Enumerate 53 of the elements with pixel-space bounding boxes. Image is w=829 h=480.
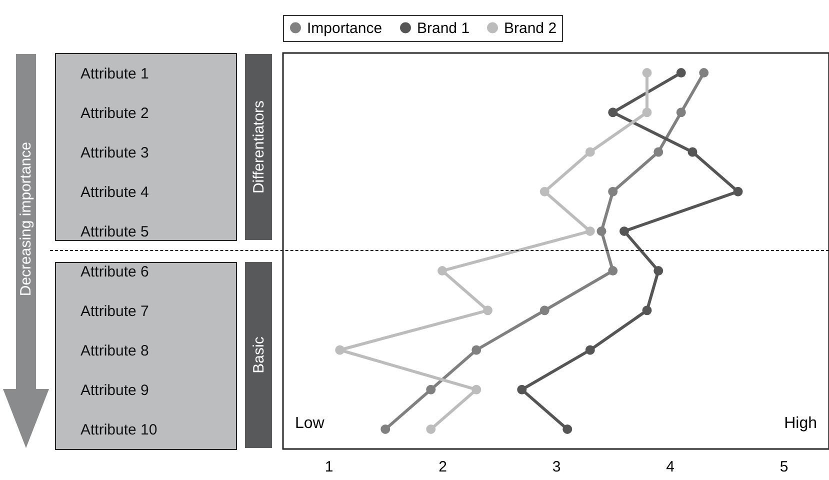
- point: [540, 186, 550, 196]
- legend-label: Importance: [307, 20, 382, 37]
- y-tick-label: Attribute 7: [80, 302, 149, 320]
- point: [380, 424, 390, 434]
- y-tick-label: Attribute 6: [80, 263, 149, 280]
- point: [540, 306, 550, 316]
- x-tick-label: 4: [666, 458, 674, 476]
- point: [676, 108, 686, 118]
- annotation: High: [784, 415, 817, 432]
- point: [483, 306, 492, 316]
- text: Basic: [250, 336, 267, 374]
- y-tick-label: Attribute 1: [80, 65, 149, 82]
- point: [676, 68, 686, 78]
- legend-label: Brand 2: [504, 20, 557, 37]
- point: [642, 108, 652, 118]
- point: [688, 147, 698, 157]
- point: [733, 186, 743, 196]
- point: [472, 345, 482, 355]
- x-tick-label: 1: [324, 458, 334, 476]
- y-tick-label: Attribute 9: [80, 382, 149, 400]
- text: Differentiators: [250, 100, 267, 194]
- y-tick-label: Attribute 2: [80, 104, 149, 122]
- x-tick-label: 3: [552, 458, 561, 476]
- point: [608, 186, 618, 196]
- y-tick-label: Attribute 3: [80, 144, 149, 162]
- point: [517, 384, 527, 394]
- point: [642, 68, 652, 78]
- point: [585, 226, 595, 236]
- point: [642, 306, 652, 316]
- point: [654, 266, 664, 276]
- point: [426, 424, 436, 434]
- point: [585, 147, 595, 157]
- point: [335, 345, 345, 355]
- legend-label: Brand 1: [417, 20, 470, 37]
- annotation: Low: [295, 415, 325, 432]
- y-tick-label: Attribute 10: [80, 422, 158, 439]
- y-tick-label: Attribute 5: [80, 224, 149, 241]
- y-tick-label: Attribute 4: [80, 184, 149, 202]
- text: Decreasing importance: [18, 142, 34, 296]
- y-tick-label: Attribute 8: [80, 342, 149, 360]
- point: [426, 384, 436, 394]
- x-tick-label: 5: [780, 458, 788, 476]
- point: [562, 424, 572, 434]
- point: [585, 345, 595, 355]
- x-tick-label: 2: [438, 458, 447, 476]
- point: [596, 226, 606, 236]
- point: [608, 108, 618, 118]
- point: [620, 226, 629, 236]
- point: [654, 147, 664, 157]
- point: [699, 68, 709, 78]
- point: [472, 384, 482, 394]
- point: [438, 266, 447, 276]
- point: [608, 266, 618, 276]
